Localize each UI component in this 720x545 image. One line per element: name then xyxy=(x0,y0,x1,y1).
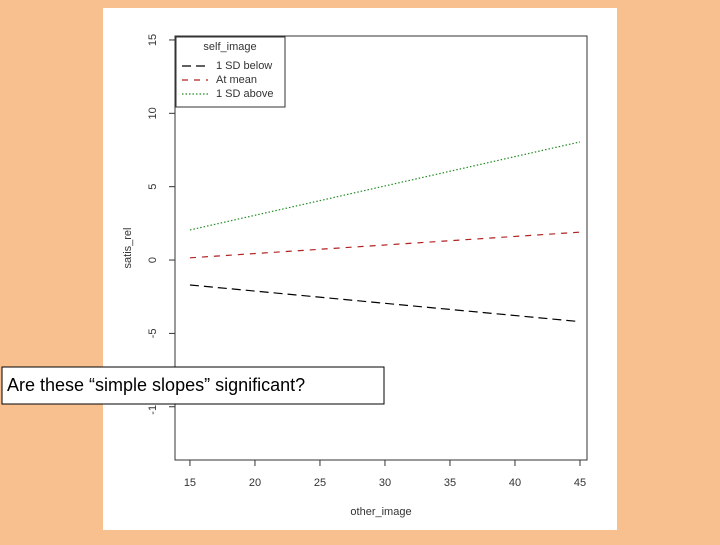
x-tick-label: 45 xyxy=(574,477,586,489)
y-tick-label: 0 xyxy=(147,257,159,263)
legend: self_image 1 SD below At mean 1 SD above xyxy=(175,36,286,108)
legend-label: 1 SD below xyxy=(216,60,272,72)
x-tick-label: 25 xyxy=(314,477,326,489)
x-tick-label: 15 xyxy=(184,477,196,489)
y-tick-label: 10 xyxy=(147,107,159,119)
legend-label: 1 SD above xyxy=(216,88,273,100)
y-axis-label: satis_rel xyxy=(122,228,134,269)
y-tick-label: 15 xyxy=(147,34,159,46)
x-tick-label: 20 xyxy=(249,477,261,489)
y-tick-label: -5 xyxy=(147,328,159,338)
callout-text: Are these “simple slopes” significant? xyxy=(7,375,305,395)
series-line xyxy=(189,231,581,259)
y-tick-label: 5 xyxy=(147,184,159,190)
plot-box xyxy=(174,35,588,461)
legend-box xyxy=(175,36,286,108)
x-tick-label: 30 xyxy=(379,477,391,489)
legend-title: self_image xyxy=(203,41,256,53)
x-tick-label: 35 xyxy=(444,477,456,489)
series-line xyxy=(189,284,581,323)
callout-box xyxy=(1,366,385,405)
series-line xyxy=(189,141,581,231)
legend-label: At mean xyxy=(216,74,257,86)
x-tick-label: 40 xyxy=(509,477,521,489)
x-axis-label: other_image xyxy=(350,506,411,518)
